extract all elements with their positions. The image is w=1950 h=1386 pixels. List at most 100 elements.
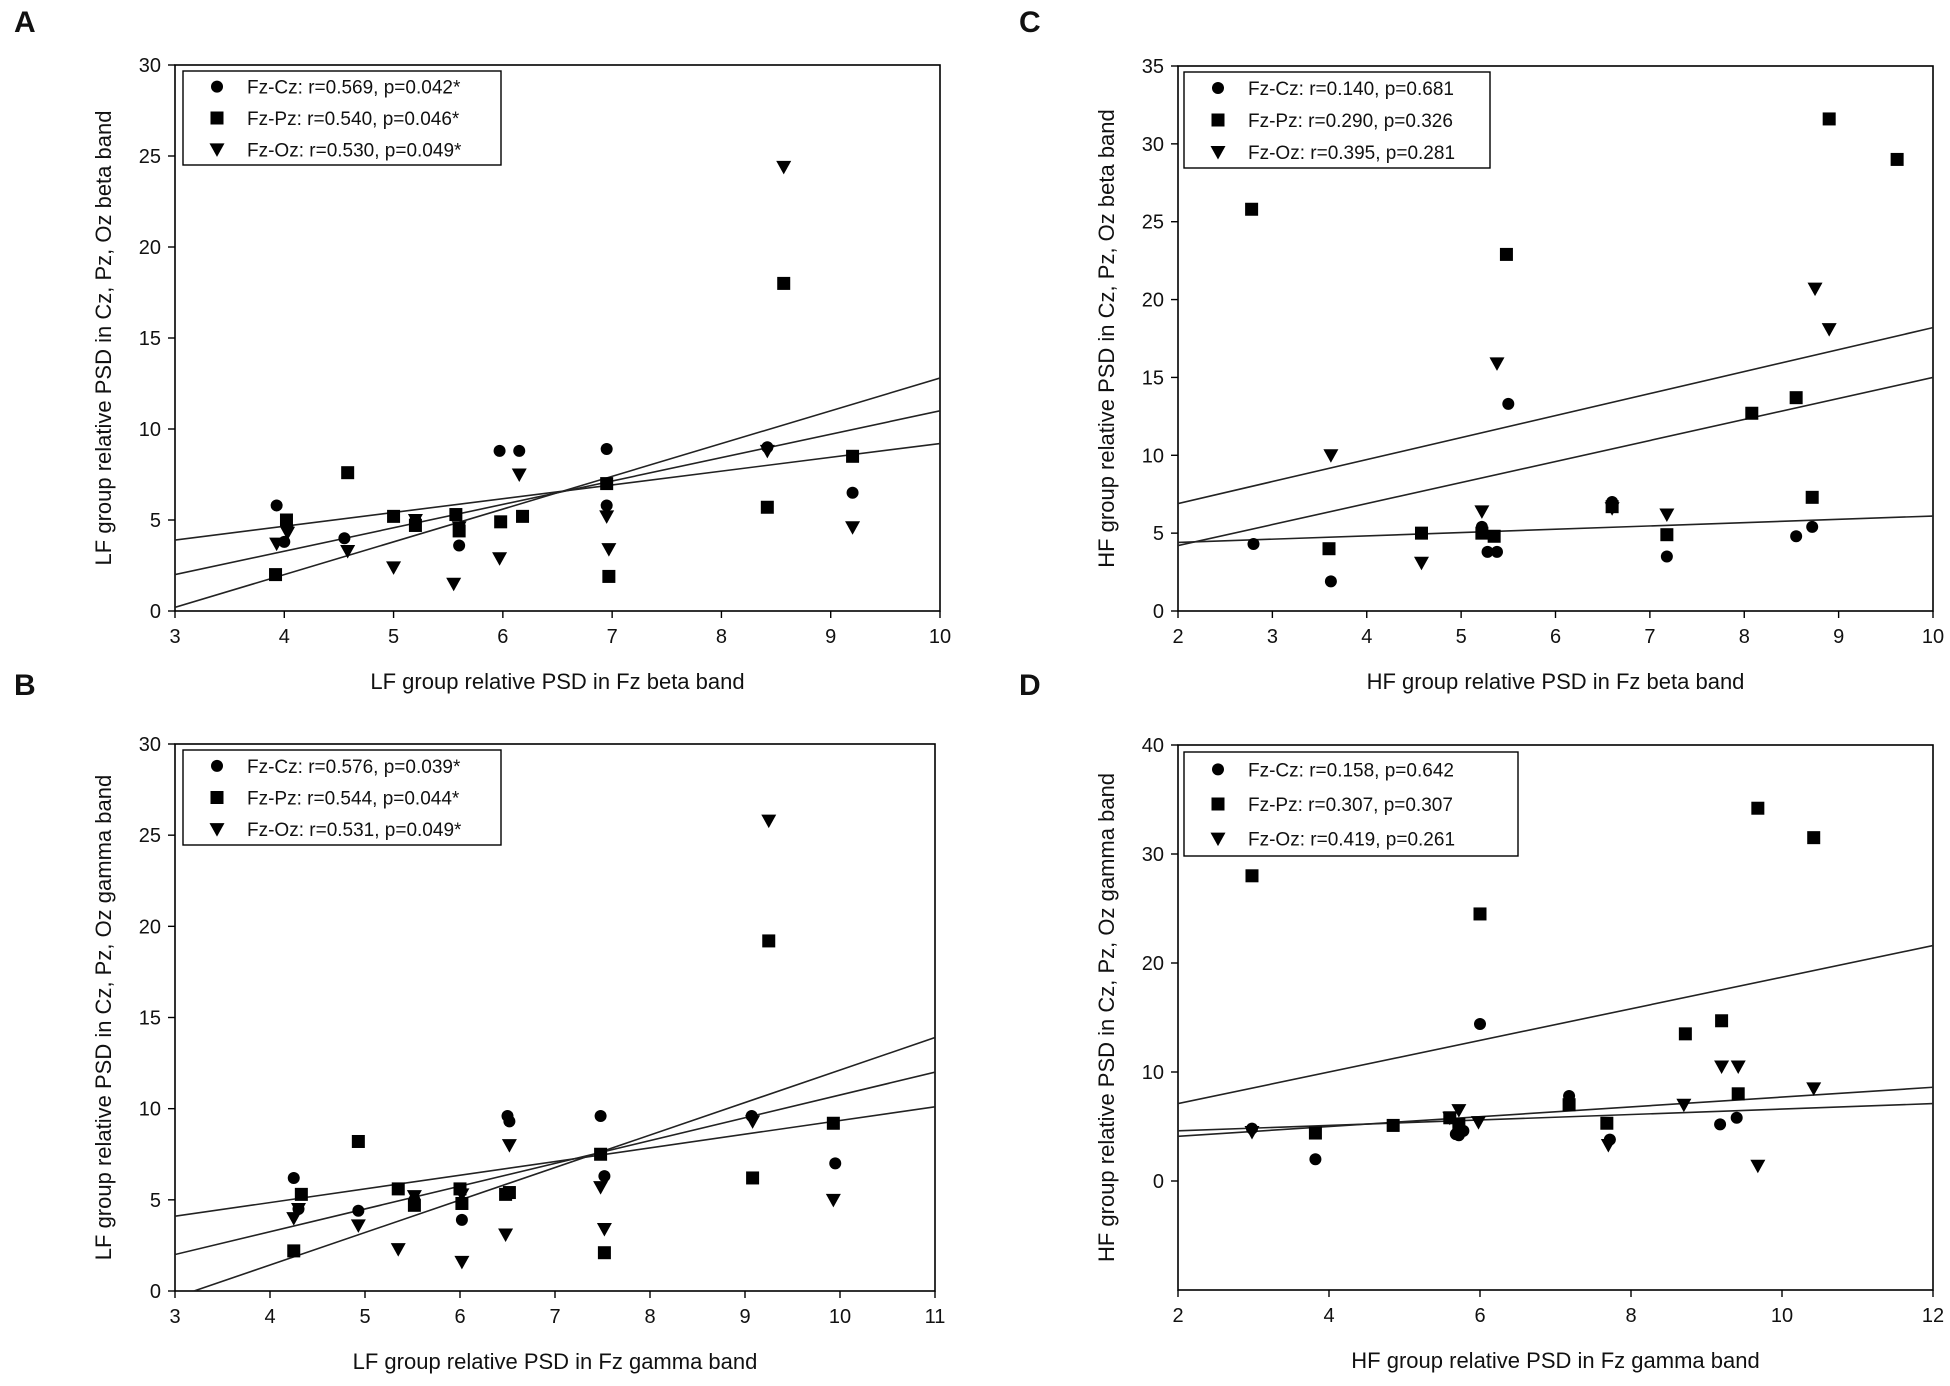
plot-frame [1177, 744, 1934, 1291]
data-point-square [1245, 202, 1259, 216]
x-axis-title: LF group relative PSD in Fz gamma band [353, 1349, 758, 1374]
x-tick-label: 2 [1172, 626, 1183, 648]
regression-line-fz-cz [1178, 1102, 1933, 1132]
legend-entry: Fz-Cz: r=0.576, p=0.039* [247, 757, 461, 778]
legend-entry: Fz-Cz: r=0.140, p=0.681 [1248, 79, 1454, 100]
y-tick-label: 0 [1153, 601, 1164, 623]
data-point-triangle [406, 1190, 422, 1204]
x-tick-label: 5 [1456, 626, 1467, 648]
series-circle-points [287, 1109, 842, 1226]
legend: Fz-Cz: r=0.140, p=0.681 Fz-Pz: r=0.290, p… [1183, 71, 1491, 169]
y-tick-label: 15 [139, 328, 161, 350]
x-axis-title: LF group relative PSD in Fz beta band [370, 669, 744, 694]
x-tick-label: 6 [1474, 1305, 1485, 1327]
y-tick-label: 15 [1142, 367, 1164, 389]
y-tick-label: 0 [1153, 1171, 1164, 1193]
data-point-triangle [1659, 508, 1675, 522]
data-point-triangle [1821, 323, 1837, 337]
y-tick-label: 0 [150, 601, 161, 623]
x-tick-label: 8 [644, 1306, 655, 1328]
data-point-square [1308, 1126, 1322, 1140]
data-point-square [1322, 542, 1336, 556]
panel-c-chart: 2 3 4 5 6 7 8 9 10 0 5 10 15 20 25 30 35 HF group relativ… [1094, 56, 1944, 694]
data-point-triangle [761, 814, 777, 829]
data-point-triangle [446, 577, 462, 592]
fit-lines [1178, 944, 1933, 1138]
data-point-circle [1806, 520, 1819, 533]
data-point-triangle [1413, 556, 1429, 571]
data-point-circle [600, 499, 613, 512]
data-point-square [1822, 112, 1836, 126]
legend-marker-circle [211, 759, 223, 772]
x-tick-label: 12 [1922, 1305, 1944, 1327]
data-point-circle [594, 1109, 607, 1122]
data-point-square [777, 276, 791, 290]
y-tick-label: 10 [139, 419, 161, 441]
panel-d: D 2 4 6 8 10 12 0 10 20 30 40 HF group relative PSD… [1019, 669, 1944, 1373]
x-tick-label: 10 [1771, 1305, 1793, 1327]
data-point-square [1562, 1098, 1576, 1112]
legend-box [182, 749, 502, 846]
data-point-triangle [1676, 1098, 1692, 1113]
data-point-triangle [1442, 1111, 1458, 1126]
x-tick-label: 2 [1172, 1305, 1183, 1327]
legend-box [1183, 751, 1519, 857]
legend-marker-square [1211, 113, 1225, 127]
data-point-triangle [1714, 1060, 1730, 1075]
data-point-triangle [269, 537, 285, 552]
data-point-triangle [601, 543, 617, 557]
x-tick-label: 3 [1267, 626, 1278, 648]
x-tick-label: 5 [359, 1306, 370, 1328]
y-tick-label: 5 [1153, 523, 1164, 545]
x-tick-label: 6 [454, 1306, 465, 1328]
data-point-square [1660, 528, 1674, 542]
data-point-square [294, 1187, 308, 1201]
panel-letter-b: B [14, 669, 36, 702]
x-tick-label: 4 [264, 1306, 275, 1328]
data-point-square [1751, 801, 1765, 815]
data-point-triangle [492, 552, 508, 566]
data-point-square [351, 1134, 365, 1148]
y-tick-label: 35 [1142, 56, 1164, 78]
legend-entry: Fz-Pz: r=0.290, p=0.326 [1248, 111, 1453, 132]
data-point-circle [1481, 545, 1494, 558]
data-point-square [1807, 831, 1821, 845]
legend-entry: Fz-Cz: r=0.158, p=0.642 [1248, 760, 1454, 781]
x-tick-label: 5 [388, 626, 399, 648]
data-point-triangle [407, 514, 423, 528]
data-point-square [1475, 526, 1489, 540]
y-tick-label: 10 [1142, 1062, 1164, 1084]
x-tick-label: 10 [829, 1306, 851, 1328]
y-tick-label: 25 [1142, 212, 1164, 234]
data-point-circle [1502, 397, 1515, 410]
series-square-points [287, 934, 840, 1260]
legend-marker-triangle [209, 823, 225, 837]
data-point-circle [1309, 1153, 1322, 1166]
y-axis-title: LF group relative PSD in Cz, Pz, Oz beta… [91, 111, 116, 566]
series-circle-points [1247, 397, 1819, 588]
data-point-circle [1714, 1118, 1727, 1131]
x-tick-label: 4 [1361, 626, 1372, 648]
data-point-circle [1790, 530, 1803, 543]
legend: Fz-Cz: r=0.576, p=0.039* Fz-Pz: r=0.544, … [182, 749, 502, 846]
series-circle-points [1245, 1018, 1743, 1166]
legend-marker-circle [1212, 763, 1224, 776]
x-tick-label: 9 [825, 626, 836, 648]
data-point-square [1715, 1014, 1729, 1028]
y-tick-label: 30 [1142, 844, 1164, 866]
data-point-triangle [1451, 1104, 1467, 1118]
data-point-square [341, 466, 355, 480]
x-axis-title: HF group relative PSD in Fz beta band [1367, 669, 1745, 694]
data-point-circle [1660, 550, 1673, 563]
legend-entry: Fz-Oz: r=0.530, p=0.049* [247, 140, 462, 161]
fit-lines [175, 377, 940, 609]
data-point-triangle [1474, 505, 1490, 519]
y-tick-label: 25 [139, 825, 161, 847]
x-tick-label: 4 [1323, 1305, 1334, 1327]
y-tick-label: 5 [150, 1190, 161, 1212]
panel-a-chart: 3 4 5 6 7 8 9 10 0 5 10 15 20 25 30 LF group relative P… [91, 55, 951, 694]
x-tick-label: 8 [716, 626, 727, 648]
data-point-circle [1490, 545, 1503, 558]
legend-marker-square [210, 111, 224, 125]
y-tick-label: 5 [150, 510, 161, 532]
